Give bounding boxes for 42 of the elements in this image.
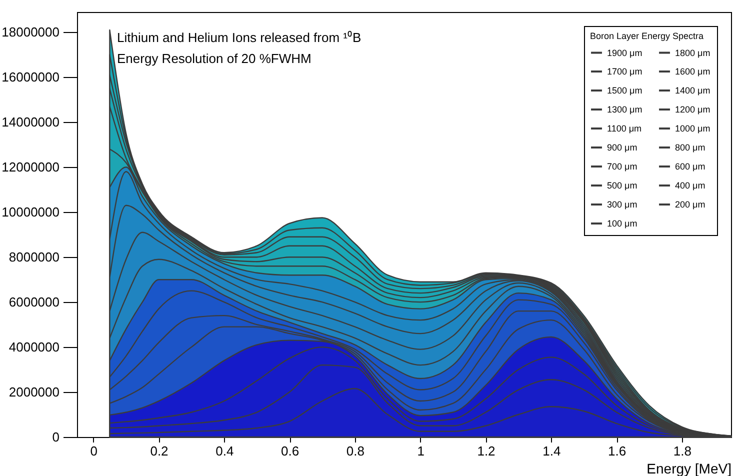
legend-label: 1200 μm: [675, 104, 710, 114]
y-tick-label: 14000000: [2, 114, 60, 130]
x-tick-label: 1.2: [477, 444, 496, 458]
x-tick-label: 0.2: [150, 444, 168, 458]
legend-title: Boron Layer Energy Spectra: [590, 31, 704, 41]
legend-label: 400 μm: [675, 180, 706, 190]
legend-label: 1900 μm: [607, 48, 642, 58]
legend-label: 1100 μm: [607, 124, 642, 134]
legend-label: 800 μm: [675, 142, 706, 152]
legend-label: 100 μm: [607, 218, 638, 228]
x-tick-label: 1.6: [608, 444, 626, 458]
y-tick-label: 16000000: [2, 70, 60, 85]
legend-label: 300 μm: [607, 200, 638, 210]
legend-label: 1300 μm: [607, 104, 642, 114]
y-tick-label: 4000000: [8, 340, 60, 355]
legend-label: 600 μm: [675, 162, 706, 172]
legend-label: 500 μm: [607, 180, 638, 190]
y-tick-label: 12000000: [2, 160, 60, 175]
legend-label: 200 μm: [675, 200, 706, 210]
legend-label: 1700 μm: [607, 66, 642, 76]
x-tick-label: 0: [90, 444, 98, 458]
x-tick-label: 1.4: [542, 444, 561, 458]
y-tick-label: 18000000: [2, 24, 60, 40]
y-tick-label: 8000000: [8, 250, 60, 265]
y-tick-label: 0: [52, 430, 60, 444]
legend-label: 1000 μm: [675, 124, 710, 134]
legend-label: 1800 μm: [675, 48, 710, 58]
x-tick-label: 0.4: [216, 444, 234, 458]
legend-label: 1600 μm: [675, 66, 710, 76]
x-tick-label: 0.8: [346, 444, 364, 458]
text: Energy Resolution of 20 %FWHM: [117, 51, 312, 66]
legend-label: 900 μm: [607, 142, 638, 152]
y-tick-label: 2000000: [8, 384, 60, 400]
legend-label: 1500 μm: [607, 86, 642, 96]
legend-label: 700 μm: [607, 162, 638, 172]
legend-label: 1400 μm: [675, 86, 710, 96]
x-tick-label: 0.6: [281, 444, 300, 458]
y-tick-label: 10000000: [2, 204, 60, 220]
x-tick-label: 1: [417, 444, 424, 458]
y-tick-label: 6000000: [8, 294, 60, 310]
text: Lithium and Helium Ions released from ¹⁰B: [117, 30, 362, 45]
x-tick-label: 1.8: [673, 444, 692, 458]
